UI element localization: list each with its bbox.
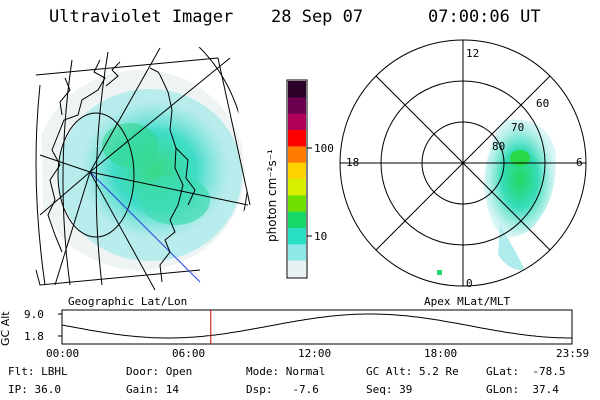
colorbar-tick-100: 100 — [314, 142, 334, 155]
info-seq: Seq: 39 — [366, 383, 413, 396]
colorbar-segment — [288, 195, 306, 213]
colorbar-segment — [288, 146, 306, 164]
altitude-xtick-2: 12:00 — [298, 347, 332, 360]
mlt-label-0: 0 — [466, 277, 473, 290]
colorbar-tick-10: 10 — [314, 230, 328, 243]
polar-map — [339, 39, 587, 287]
altitude-plot — [58, 309, 573, 345]
altitude-ylabel: GC Alt — [0, 311, 12, 346]
time-label: 07:00:06 UT — [428, 7, 541, 27]
info-mode: Mode: Normal — [246, 365, 326, 378]
altitude-xtick-1: 06:00 — [172, 347, 206, 360]
mlt-label-6: 6 — [576, 156, 583, 169]
colorbar-segment — [288, 97, 306, 115]
info-glat: GLat: -78.5 — [486, 365, 566, 378]
colorbar-segment — [288, 228, 306, 245]
auroral-image-left — [40, 70, 245, 270]
instrument-title: Ultraviolet Imager — [49, 7, 234, 27]
geographic-label: Geographic Lat/Lon — [68, 295, 188, 308]
info-flt: Flt: LBHL — [8, 365, 68, 378]
lat-label-70: 70 — [511, 121, 525, 134]
colorbar-segment — [288, 179, 306, 196]
colorbar-segment — [288, 130, 306, 147]
geographic-map — [35, 45, 251, 291]
altitude-ytick-9: 9.0 — [24, 308, 44, 321]
mlt-label-18: 18 — [346, 156, 360, 169]
info-glon: GLon: 37.4 — [486, 383, 559, 396]
colorbar — [286, 79, 312, 279]
colorbar-segment — [288, 81, 306, 98]
apex-label: Apex MLat/MLT — [424, 295, 511, 308]
altitude-ytick-1-8: 1.8 — [24, 330, 44, 343]
colorbar-segment — [288, 162, 306, 180]
info-door: Door: Open — [126, 365, 193, 378]
lat-label-60: 60 — [536, 97, 550, 110]
lat-label-80: 80 — [492, 140, 506, 153]
colorbar-segment — [288, 260, 306, 278]
altitude-xtick-0: 00:00 — [46, 347, 80, 360]
mlt-label-12: 12 — [466, 47, 480, 60]
colorbar-segment — [288, 113, 306, 131]
colorbar-segment — [288, 244, 306, 262]
info-gain: Gain: 14 — [126, 383, 179, 396]
info-gc-alt: GC Alt: 5.2 Re — [366, 365, 459, 378]
info-dsp: Dsp: -7.6 — [246, 383, 319, 396]
colorbar-unit-label: photon cm⁻²s⁻¹ — [265, 149, 279, 242]
info-ip: IP: 36.0 — [8, 383, 61, 396]
date-label: 28 Sep 07 — [271, 7, 364, 27]
altitude-xtick-3: 18:00 — [424, 347, 458, 360]
colorbar-segment — [288, 211, 306, 229]
altitude-xtick-4: 23:59 — [556, 347, 590, 360]
